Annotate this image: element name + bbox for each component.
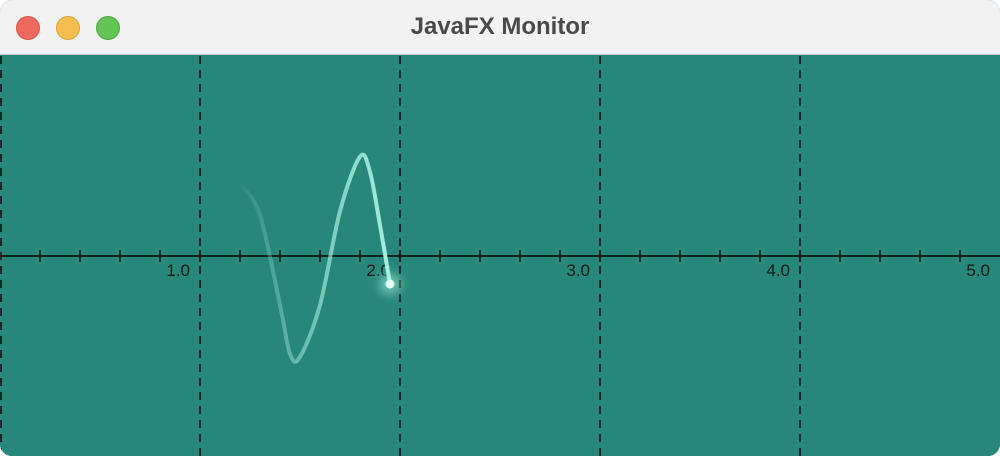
x-tick-label: 3.0 xyxy=(566,261,590,280)
x-tick-label: 5.0 xyxy=(966,261,990,280)
x-tick-label: 1.0 xyxy=(166,261,190,280)
x-tick-label: 4.0 xyxy=(766,261,790,280)
minimize-button[interactable] xyxy=(56,16,80,40)
monitor-plot: 1.0 2.0 3.0 4.0 5.0 xyxy=(0,56,1000,456)
close-button[interactable] xyxy=(16,16,40,40)
trace-head xyxy=(385,279,395,289)
trace-line xyxy=(240,152,392,364)
window-title: JavaFX Monitor xyxy=(410,13,590,40)
plot-canvas: 1.0 2.0 3.0 4.0 5.0 xyxy=(0,56,1000,456)
zoom-button[interactable] xyxy=(96,16,120,40)
title-bar[interactable]: JavaFX Monitor xyxy=(0,0,1000,55)
trace-layer xyxy=(240,152,401,364)
